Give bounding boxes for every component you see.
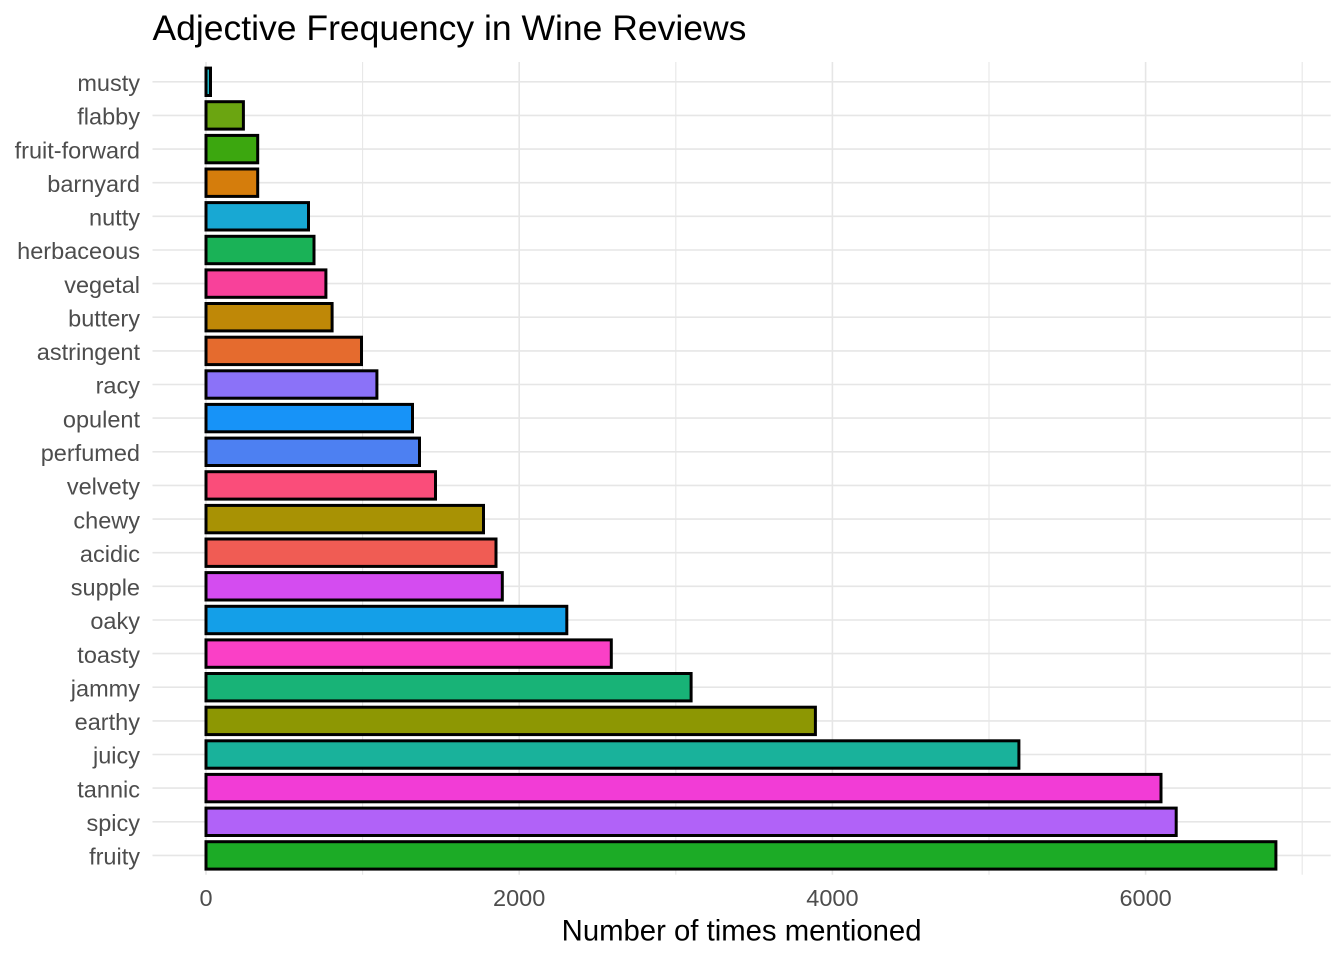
svg-text:spicy: spicy	[86, 810, 140, 836]
svg-text:velvety: velvety	[67, 474, 140, 500]
svg-text:earthy: earthy	[75, 709, 141, 735]
svg-text:flabby: flabby	[77, 104, 140, 130]
svg-text:nutty: nutty	[89, 205, 140, 231]
svg-text:musty: musty	[77, 70, 140, 96]
svg-text:fruity: fruity	[89, 844, 140, 870]
svg-text:toasty: toasty	[77, 642, 140, 668]
svg-text:oaky: oaky	[90, 608, 140, 634]
svg-text:2000: 2000	[493, 885, 545, 911]
svg-text:Number of times mentioned: Number of times mentioned	[562, 915, 922, 948]
svg-text:opulent: opulent	[63, 406, 141, 432]
svg-text:buttery: buttery	[68, 305, 140, 331]
svg-text:vegetal: vegetal	[64, 272, 140, 298]
svg-text:Adjective Frequency in Wine Re: Adjective Frequency in Wine Reviews	[153, 8, 747, 48]
svg-text:juicy: juicy	[92, 743, 140, 769]
svg-text:4000: 4000	[806, 885, 858, 911]
svg-text:supple: supple	[71, 575, 140, 601]
svg-text:tannic: tannic	[77, 776, 140, 802]
svg-text:chewy: chewy	[73, 507, 140, 533]
svg-text:racy: racy	[96, 373, 141, 399]
svg-text:acidic: acidic	[80, 541, 140, 567]
svg-text:astringent: astringent	[37, 339, 141, 365]
svg-text:6000: 6000	[1119, 885, 1171, 911]
svg-text:fruit-forward: fruit-forward	[15, 137, 140, 163]
svg-text:barnyard: barnyard	[47, 171, 140, 197]
svg-text:herbaceous: herbaceous	[17, 238, 140, 264]
svg-text:perfumed: perfumed	[41, 440, 140, 466]
svg-text:0: 0	[199, 885, 212, 911]
svg-text:jammy: jammy	[70, 675, 140, 701]
